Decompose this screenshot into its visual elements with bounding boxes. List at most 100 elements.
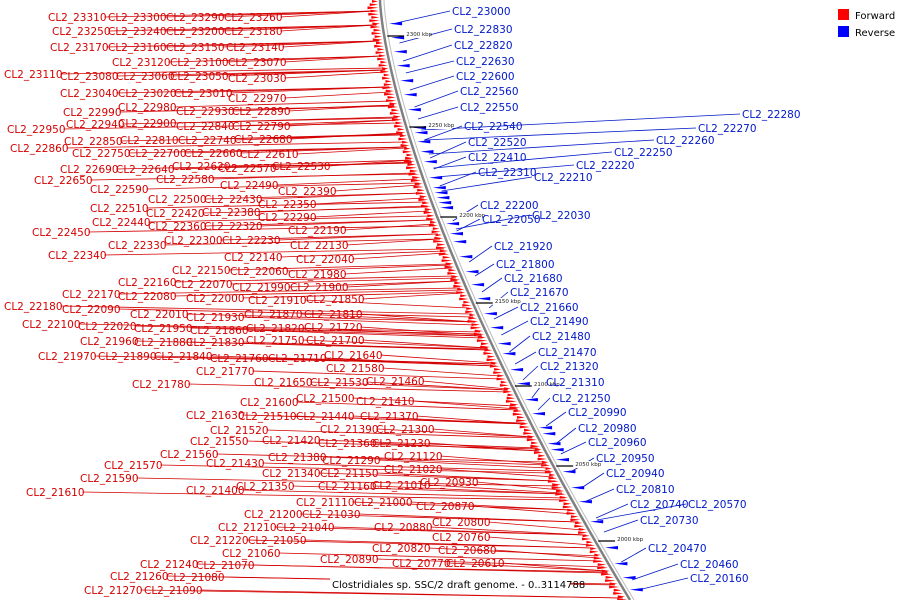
forward-leader-line	[280, 250, 445, 258]
forward-gene-label: CL2_21290	[322, 455, 381, 467]
forward-gene-arrow	[431, 230, 441, 234]
forward-leader-line	[278, 552, 601, 562]
forward-gene-label: CL2_22180	[4, 301, 63, 313]
reverse-gene-label: CL2_20810	[616, 484, 675, 496]
forward-gene-label: CL2_22650	[34, 175, 93, 187]
forward-gene-label: CL2_21750	[246, 335, 305, 347]
reverse-gene-label: CL2_21670	[510, 287, 569, 299]
forward-gene-arrow	[513, 409, 522, 413]
reverse-leader-line	[428, 139, 655, 155]
forward-gene-arrow	[597, 563, 607, 566]
forward-gene-arrow	[415, 192, 426, 195]
forward-gene-arrow	[549, 473, 556, 477]
reverse-gene-arrow	[532, 412, 545, 416]
forward-gene-arrow	[538, 454, 546, 458]
forward-gene-arrow	[578, 528, 586, 531]
forward-leader-line	[246, 329, 483, 339]
reverse-gene-label: CL2_22550	[460, 102, 519, 114]
reverse-gene-arrow	[510, 368, 524, 372]
forward-leader-line	[428, 484, 563, 494]
forward-gene-arrow	[436, 246, 447, 250]
reverse-gene-arrow	[605, 546, 618, 550]
forward-leader-line	[118, 287, 461, 295]
forward-gene-label: CL2_21510	[238, 411, 297, 423]
forward-gene-label: CL2_21970	[38, 351, 97, 363]
reverse-gene-arrow	[389, 22, 403, 26]
reverse-leader-line	[509, 335, 531, 353]
reverse-gene-arrow	[550, 448, 564, 452]
forward-leader-line	[344, 223, 434, 231]
forward-gene-arrow	[469, 313, 476, 317]
forward-leader-line	[134, 325, 481, 335]
forward-gene-label: CL2_21850	[306, 294, 365, 306]
forward-leader-line	[296, 147, 407, 155]
forward-gene-label: CL2_23060	[116, 71, 175, 83]
reverse-gene-label: CL2_22630	[456, 56, 515, 68]
reverse-gene-arrow	[432, 186, 446, 190]
reverse-gene-arrow	[490, 326, 504, 330]
forward-leader-line	[358, 513, 579, 523]
reverse-gene-arrow	[483, 312, 497, 316]
position-tick-label-bg	[404, 31, 431, 38]
forward-gene-label: CL2_22740	[178, 135, 237, 147]
reverse-leader-line	[514, 351, 537, 365]
forward-gene-label: CL2_21340	[262, 468, 321, 480]
forward-leader-line	[226, 55, 383, 63]
forward-gene-arrow	[385, 89, 394, 93]
forward-leader-line	[222, 24, 377, 32]
forward-gene-label: CL2_21410	[356, 396, 415, 408]
reverse-gene-label: CL2_22050	[482, 214, 541, 226]
position-tick-label-bg	[615, 536, 642, 543]
forward-gene-arrow	[395, 121, 403, 125]
reverse-gene-label: CL2_22200	[480, 200, 539, 212]
reverse-leader-line	[537, 397, 551, 411]
forward-gene-arrow	[450, 278, 461, 282]
forward-gene-arrow	[609, 582, 618, 586]
forward-leader-line	[360, 313, 476, 323]
forward-gene-arrow	[377, 57, 387, 61]
forward-gene-arrow	[442, 256, 451, 259]
forward-gene-label: CL2_22510	[90, 203, 149, 215]
forward-gene-label: CL2_22890	[232, 106, 291, 118]
forward-gene-arrow	[387, 105, 399, 109]
reverse-leader-line	[545, 411, 567, 427]
forward-gene-arrow	[372, 38, 383, 42]
forward-gene-label: CL2_22810	[120, 135, 179, 147]
position-tick-label: 2250 kbp	[428, 123, 454, 129]
forward-leader-line	[366, 381, 508, 391]
forward-gene-label: CL2_22160	[118, 277, 177, 289]
forward-gene-arrow	[517, 416, 525, 419]
reverse-leader-line	[424, 127, 697, 141]
forward-leader-line	[352, 397, 516, 407]
reverse-gene-label: CL2_22540	[464, 121, 523, 133]
forward-gene-label: CL2_21120	[384, 451, 443, 463]
forward-gene-label: CL2_21040	[276, 522, 335, 534]
forward-gene-arrow	[454, 281, 462, 285]
forward-leader-line	[362, 339, 488, 349]
forward-gene-label: CL2_22340	[48, 250, 107, 262]
forward-gene-arrow	[410, 179, 422, 182]
reverse-gene-label: CL2_21680	[504, 273, 563, 285]
forward-gene-arrow	[380, 70, 390, 74]
forward-gene-arrow	[448, 268, 456, 272]
gene-features	[367, 0, 643, 600]
forward-leader-line	[242, 341, 489, 351]
forward-gene-label: CL2_20770	[392, 558, 451, 570]
forward-leader-line	[302, 339, 488, 349]
forward-gene-arrow	[434, 236, 443, 240]
reverse-gene-arrow	[502, 352, 516, 356]
forward-gene-arrow	[484, 348, 492, 352]
position-tick-label-bg	[426, 122, 453, 129]
forward-gene-arrow	[590, 547, 597, 550]
forward-gene-arrow	[399, 134, 407, 138]
forward-gene-arrow	[470, 326, 482, 330]
forward-gene-arrow	[563, 502, 572, 506]
forward-gene-label: CL2_22590	[90, 184, 149, 196]
reverse-gene-label: CL2_22270	[698, 123, 757, 135]
forward-gene-label: CL2_20890	[320, 554, 379, 566]
forward-leader-line	[410, 501, 572, 511]
forward-leader-line	[378, 459, 549, 469]
forward-leader-line	[294, 415, 526, 425]
forward-gene-label: CL2_22130	[290, 240, 349, 252]
reverse-gene-arrow	[622, 576, 636, 580]
